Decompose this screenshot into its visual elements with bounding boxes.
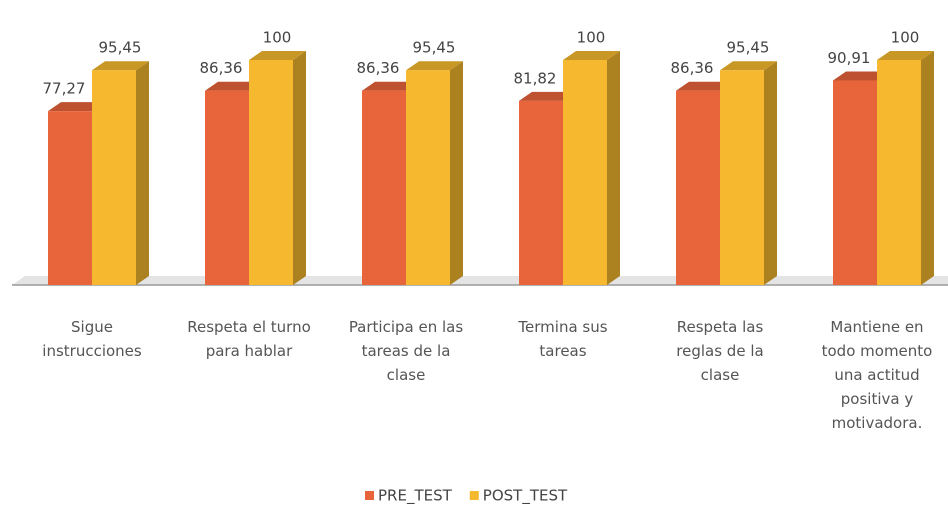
bar-top — [877, 51, 934, 60]
bar-side — [607, 51, 620, 285]
value-label: 100 — [577, 29, 606, 47]
legend-label: PRE_TEST — [378, 487, 453, 506]
value-label: 86,36 — [200, 59, 243, 77]
legend-swatch — [365, 491, 374, 500]
bar — [48, 111, 92, 285]
bar-side — [450, 61, 463, 285]
x-tick-label: Sigue instrucciones — [42, 318, 142, 360]
bar-top — [406, 61, 463, 71]
value-label: 100 — [891, 29, 920, 47]
value-label: 86,36 — [357, 59, 400, 77]
x-tick-label: Respeta las reglas de la clase — [676, 318, 764, 384]
x-tick-label: Participa en las tareas de la clase — [348, 318, 464, 384]
bar — [563, 60, 607, 285]
bar — [519, 100, 563, 285]
floor — [12, 276, 948, 285]
bar-top — [362, 81, 419, 91]
bar-top — [563, 51, 620, 60]
value-label: 90,91 — [828, 49, 871, 67]
x-tick-label: Respeta el turno para hablar — [187, 318, 311, 360]
value-label: 95,45 — [727, 39, 770, 57]
bar — [362, 90, 406, 285]
bar-top — [48, 102, 105, 112]
value-label: 81,82 — [514, 69, 557, 87]
bar-top — [92, 61, 149, 71]
bar-top — [249, 51, 306, 60]
bar — [833, 80, 877, 285]
value-label: 95,45 — [99, 39, 142, 57]
bar — [676, 90, 720, 285]
legend-label: POST_TEST — [483, 487, 568, 506]
value-label: 77,27 — [43, 80, 86, 98]
bar — [249, 60, 293, 285]
bar-top — [205, 81, 262, 91]
bar-side — [293, 51, 306, 285]
bar-side — [136, 61, 149, 285]
legend-swatch — [469, 491, 479, 500]
bar-top — [676, 81, 733, 91]
bar-side — [921, 51, 934, 285]
bar-side — [764, 61, 777, 285]
value-label: 100 — [263, 29, 292, 47]
bar-top — [720, 61, 777, 71]
bar — [406, 70, 450, 285]
x-tick-label: Mantiene en todo momento una actitud pos… — [821, 318, 933, 432]
value-label: 95,45 — [413, 39, 456, 57]
bar — [720, 70, 764, 285]
bar — [205, 90, 249, 285]
bar — [92, 70, 136, 285]
bar-top — [519, 91, 576, 101]
bar-top — [833, 71, 890, 81]
bar — [877, 60, 921, 285]
x-tick-label: Termina sus tareas — [518, 318, 608, 360]
value-label: 86,36 — [671, 59, 714, 77]
